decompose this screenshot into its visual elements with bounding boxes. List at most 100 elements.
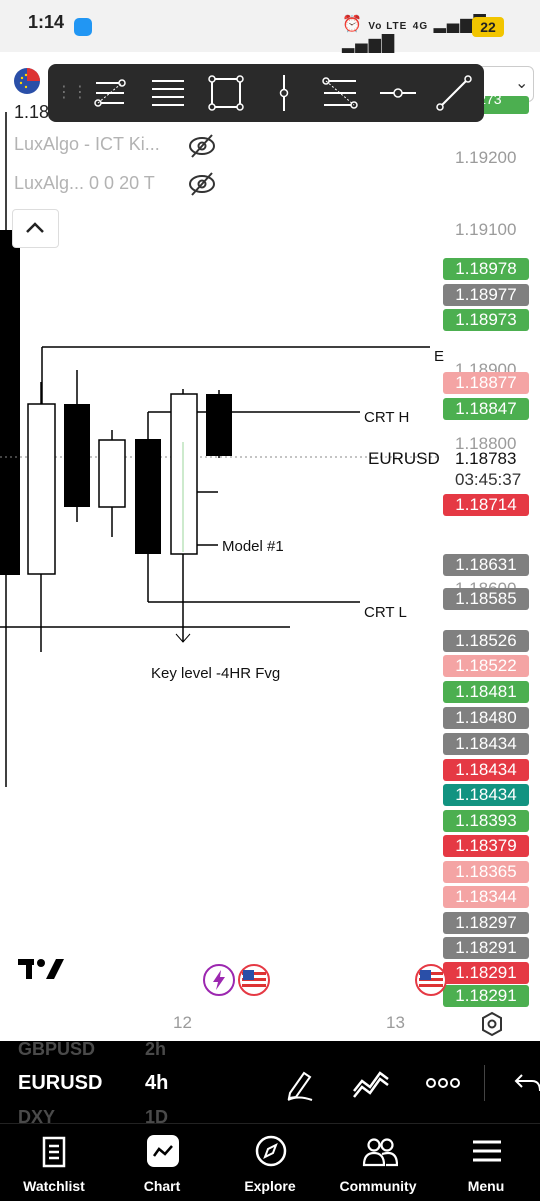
watchlist-icon [42,1136,66,1168]
price-badge: 1.18847 [443,398,529,420]
crt-low-label: CRT L [364,604,407,621]
time-axis[interactable]: 12 13 [0,1007,540,1041]
rectangle-icon[interactable] [206,73,246,113]
price-badge: 1.18522 [443,655,529,677]
interval-button[interactable]: 4h [145,1072,169,1094]
us-flag-event-icon[interactable] [414,963,448,997]
alarm-icon: ⏰ [342,14,363,33]
more-options-icon[interactable] [426,1077,460,1089]
chart-symbol-label: EURUSD [368,449,440,468]
menu-icon [473,1140,501,1162]
settings-icon[interactable] [479,1011,505,1037]
status-bar: 1:14 ⏰ Vo LTE 4G ▂▄▆█ ▂▄▆█ 22 [0,0,540,54]
signal-icon-2: ▂▄▆█ [342,34,396,53]
prev-symbol[interactable]: GBPUSD [18,1041,96,1059]
price-badge: 1.18297 [443,912,529,934]
price-partial: 1.18 [14,102,50,122]
price-badge: 1.18631 [443,554,529,576]
us-flag-event-icon[interactable] [237,963,271,997]
price-badge: 1.18585 [443,588,529,610]
candle [135,439,161,554]
tradingview-logo-icon [18,959,64,979]
price-badge: 1.18393 [443,810,529,832]
price-badge: 1.18291 [443,985,529,1007]
collapse-indicators-button[interactable] [12,209,59,248]
fib-channel-icon[interactable] [320,73,360,113]
nav-watchlist[interactable]: Watchlist [0,1124,108,1201]
time-axis-label: 13 [386,1013,405,1032]
nav-community[interactable]: Community [324,1124,432,1201]
edge-label: E [434,348,445,365]
nav-label: Menu [467,1178,505,1194]
candle [206,394,232,456]
vertical-line-icon[interactable] [264,73,304,113]
model-label: Model #1 [222,538,284,555]
price-badge: 1.18434 [443,784,529,806]
network-label: Vo LTE [368,21,408,32]
nav-label: Community [339,1178,417,1194]
price-badge: 1.18434 [443,733,529,755]
eye-hidden-icon[interactable] [188,132,216,160]
horizontal-ray-icon[interactable] [378,73,418,113]
bottom-navigation: Watchlist Chart Explore Community Menu [0,1123,540,1201]
prev-interval[interactable]: 2h [145,1041,167,1059]
candle-partial [0,230,20,575]
chart-canvas[interactable] [0,52,540,1007]
price-badge: 1.18434 [443,759,529,781]
trend-line-icon[interactable] [434,73,474,113]
flag-icon [0,64,40,94]
nav-chart[interactable]: Chart [108,1124,216,1201]
compass-icon [255,1135,287,1167]
nav-explore[interactable]: Explore [216,1124,324,1201]
price-badge: 1.18365 [443,861,529,883]
fib-retracement-icon[interactable] [90,73,130,113]
price-badge: 1.18480 [443,707,529,729]
price-badge: 1.18526 [443,630,529,652]
price-axis-label: 1.18800 [455,434,517,453]
status-time: 1:14 [28,12,65,32]
price-badge: 1.18481 [443,681,529,703]
status-icons: ⏰ Vo LTE 4G ▂▄▆█ ▂▄▆█ [342,14,540,54]
price-badge: 1.18291 [443,937,529,959]
crt-high-label: CRT H [364,409,410,426]
price-badge: 1.18291 [443,962,529,984]
price-badge: 1.18344 [443,886,529,908]
candle [98,439,126,508]
down-arrow-icon [175,633,191,643]
chevron-down-icon: ⌄ [515,75,529,92]
lightning-event-icon[interactable] [202,963,236,997]
price-badge: 1.18379 [443,835,529,857]
nav-label: Explore [244,1178,296,1194]
price-badge: 1.18973 [443,309,529,331]
battery-indicator: 22 [472,17,504,37]
indicator-row[interactable]: LuxAlg... 0 0 20 T [14,173,155,193]
price-axis-label: 1.19100 [455,220,517,239]
indicators-icon[interactable] [352,1069,390,1099]
price-badge: 1.18978 [443,258,529,280]
eye-hidden-icon[interactable] [188,170,216,198]
community-icon [362,1138,398,1167]
time-axis-label: 12 [173,1013,192,1032]
price-axis-label: 1.19200 [455,148,517,167]
next-symbol[interactable]: DXY [18,1107,56,1123]
indicator-row[interactable]: LuxAlgo - ICT Ki... [14,134,160,154]
candle [27,403,56,575]
network-type-label: 4G [412,21,429,32]
candle [170,393,198,555]
drag-handle-icon[interactable]: ⋮⋮ [56,84,88,101]
price-badge: 1.18977 [443,284,529,306]
key-level-label: Key level -4HR Fvg [151,665,281,682]
nav-menu[interactable]: Menu [432,1124,540,1201]
symbol-bar: GBPUSD 2h EURUSD 4h DXY 1D [0,1041,540,1123]
draw-pen-icon[interactable] [284,1067,316,1101]
undo-icon[interactable] [512,1071,540,1095]
next-interval[interactable]: 1D [145,1107,169,1123]
parallel-lines-icon[interactable] [148,73,188,113]
chevron-up-icon [26,222,44,233]
drawing-toolbar: ⋮⋮ [48,64,484,122]
price-badge: 1.18714 [443,494,529,516]
chart-area[interactable]: 1.18 ⌄ 9273 LuxAlgo - ICT Ki... LuxAlg..… [0,52,540,1007]
candle [64,404,90,507]
nav-label: Watchlist [23,1178,85,1194]
symbol-button[interactable]: EURUSD [18,1072,103,1094]
